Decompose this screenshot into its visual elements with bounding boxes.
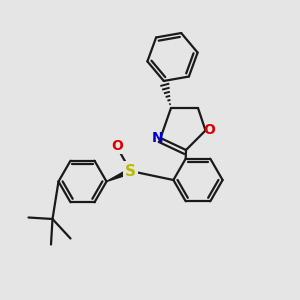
Text: N: N (152, 131, 163, 145)
Polygon shape (106, 169, 132, 182)
Text: O: O (203, 123, 215, 137)
Text: S: S (125, 164, 136, 178)
Text: O: O (111, 139, 123, 152)
